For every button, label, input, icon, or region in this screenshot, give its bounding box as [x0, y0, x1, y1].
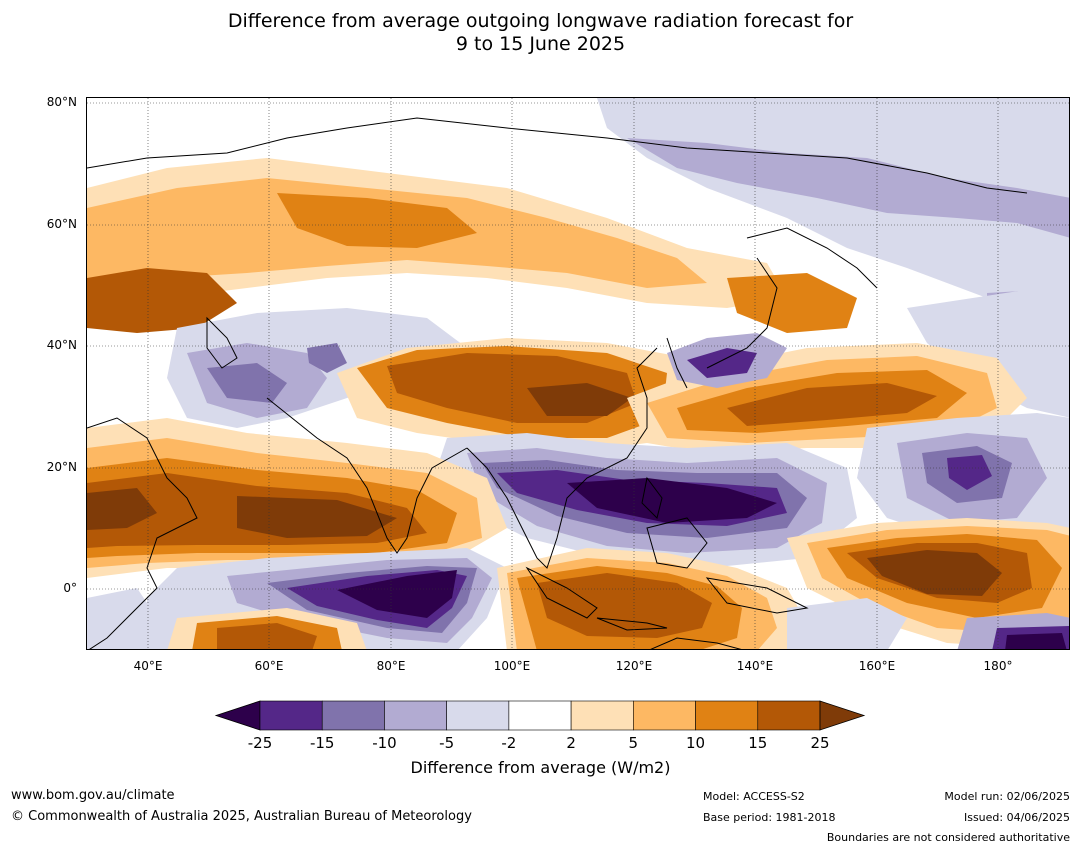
colorbar-tick-label: -25	[247, 734, 273, 752]
colorbar-svg	[214, 700, 866, 731]
colorbar-swatch	[384, 700, 447, 731]
anomaly-region-ural-pos	[277, 193, 477, 248]
colorbar-tick-label: -2	[501, 734, 517, 752]
anomaly-region-io-extreme-neg	[337, 570, 457, 618]
lon-label-80e: 80°E	[376, 659, 406, 673]
lon-label-40e: 40°E	[133, 659, 163, 673]
colorbar	[210, 698, 870, 738]
chart-title: Difference from average outgoing longwav…	[0, 10, 1081, 56]
colorbar-tick-label: -15	[309, 734, 335, 752]
footer-disclaimer: Boundaries are not considered authoritat…	[826, 831, 1070, 844]
colorbar-swatch	[633, 700, 696, 731]
anomaly-region-philippines-extreme-neg	[567, 478, 777, 523]
colorbar-swatch	[757, 700, 821, 731]
anomaly-region-indonesia-strong-pos	[537, 573, 712, 638]
anomaly-region-sw-africa-light-neg	[87, 588, 157, 649]
colorbar-tick-label: 5	[628, 734, 639, 752]
coastline-caspian	[206, 316, 238, 369]
colorbar-tick-label: -10	[372, 734, 397, 752]
colorbar-tick-label: 10	[686, 734, 706, 752]
footer-issued: Issued: 04/06/2025	[963, 811, 1070, 824]
footer-base-period: Base period: 1981-2018	[703, 811, 836, 824]
coastline-sumatra	[525, 566, 598, 619]
anomaly-region-spac2-extreme-neg	[1005, 633, 1067, 649]
coastline-java	[596, 617, 668, 631]
colorbar-swatch	[321, 700, 385, 731]
lat-label-0: 0°	[63, 581, 77, 595]
lon-label-100e: 100°E	[493, 659, 531, 673]
anomaly-region-manchuria-pos	[727, 273, 857, 333]
anomaly-region-afghan-neg	[307, 343, 347, 373]
colorbar-tick-label: -5	[439, 734, 455, 752]
anomaly-region-africa-extreme-pos	[87, 488, 157, 530]
colorbar-extend-low	[214, 700, 261, 731]
olr-anomaly-map	[87, 98, 1069, 649]
coastline-new-guinea	[705, 577, 809, 614]
anomaly-region-sio-strong-pos	[217, 623, 317, 649]
colorbar-extend-high	[819, 700, 866, 731]
coastline-australia-north	[650, 637, 742, 649]
anomaly-region-westasia-pos	[87, 268, 237, 333]
colorbar-swatch	[259, 700, 323, 731]
anomaly-region-spac-light-neg	[787, 598, 907, 649]
colorbar-swatch	[695, 700, 759, 731]
lon-label-60e: 60°E	[254, 659, 284, 673]
anomaly-region-japan-strong-neg	[687, 348, 757, 378]
anomaly-region-iran-neg2	[207, 363, 287, 403]
colorbar-swatch	[446, 700, 510, 731]
coastline-se-asia	[466, 347, 658, 569]
lat-label-60n: 60°N	[46, 217, 77, 231]
footer-model: Model: ACCESS-S2	[703, 790, 805, 803]
anomaly-region-npac-strong-pos	[727, 383, 937, 426]
colorbar-label: Difference from average (W/m2)	[410, 758, 671, 777]
title-line-2: 9 to 15 June 2025	[455, 33, 626, 55]
lon-label-140e: 140°E	[736, 659, 774, 673]
coastline-borneo	[646, 517, 708, 569]
lat-label-40n: 40°N	[46, 338, 77, 352]
coastline-arabia-africa	[87, 417, 198, 649]
footer-copyright: © Commonwealth of Australia 2025, Austra…	[11, 809, 472, 824]
coastline-arctic	[87, 117, 1028, 194]
anomaly-region-pacific-east-strong-neg	[947, 455, 992, 490]
anomaly-region-cpac-extreme-pos	[867, 550, 1002, 596]
lon-label-120e: 120°E	[615, 659, 653, 673]
coastline-india	[266, 397, 468, 554]
lon-label-180: 180°	[983, 659, 1013, 673]
footer-url[interactable]: www.bom.gov.au/climate	[11, 788, 175, 803]
coastline-korea-japan	[666, 257, 778, 389]
anomaly-region-india-extreme-pos	[237, 496, 397, 538]
colorbar-tick-label: 15	[748, 734, 768, 752]
lat-label-80n: 80°N	[46, 95, 77, 109]
coastline-kamchatka	[746, 227, 878, 289]
lon-label-160e: 160°E	[858, 659, 896, 673]
coastlines	[87, 117, 1028, 649]
lat-label-20n: 20°N	[46, 460, 77, 474]
title-line-1: Difference from average outgoing longwav…	[227, 10, 854, 32]
footer-model-run: Model run: 02/06/2025	[944, 790, 1070, 803]
anomaly-region-yangtze-strong-pos	[527, 383, 632, 416]
colorbar-tick-label: 2	[566, 734, 576, 752]
colorbar-tick-label: 25	[810, 734, 830, 752]
coastline-philippines	[641, 476, 663, 519]
anomaly-region-pacific-ne-light	[907, 283, 1069, 418]
graticule	[87, 98, 1069, 649]
map-panel	[86, 97, 1070, 650]
colorbar-swatch	[570, 700, 634, 731]
colorbar-swatch	[508, 700, 572, 731]
anomaly-region-siberia-neg	[627, 138, 1069, 238]
